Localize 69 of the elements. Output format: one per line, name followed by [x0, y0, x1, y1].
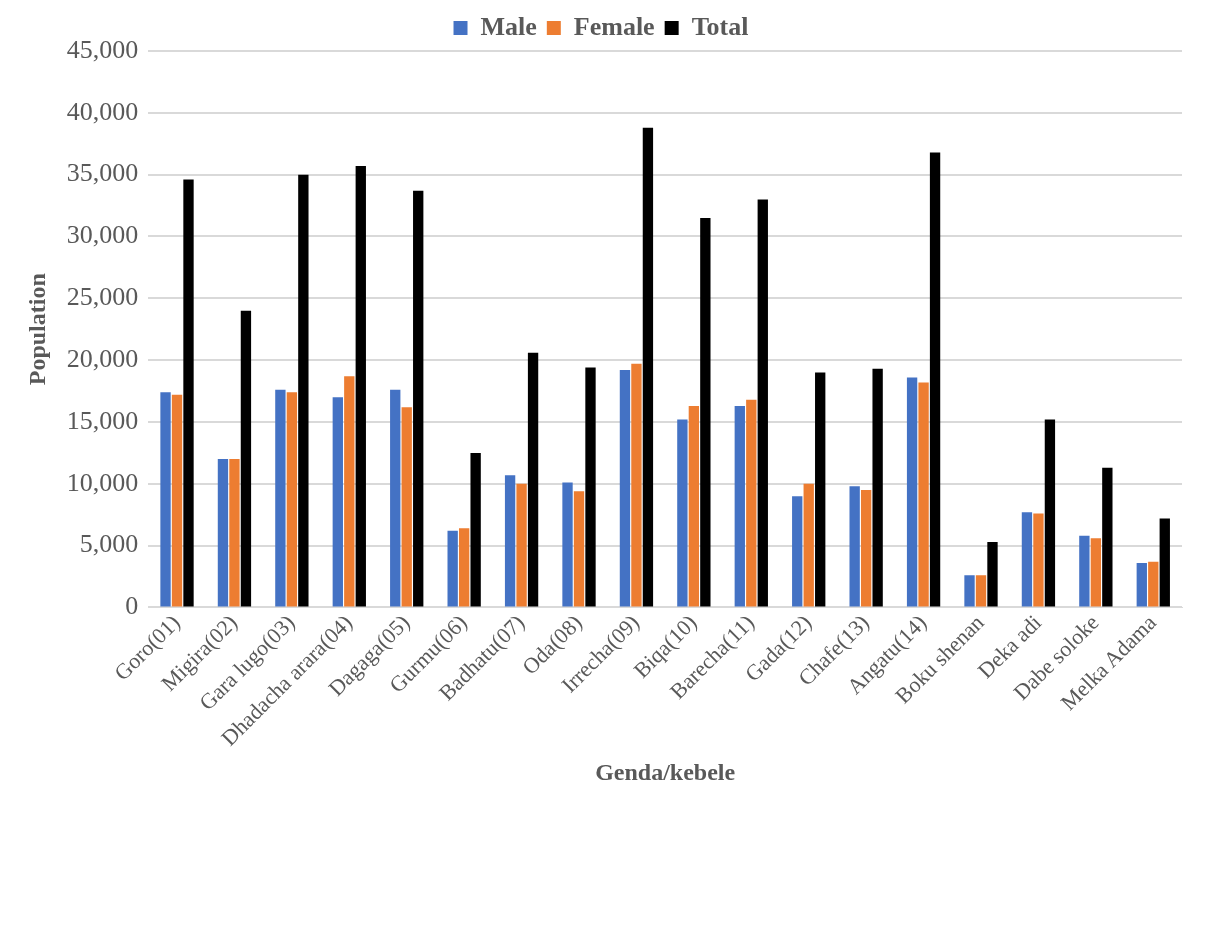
bar — [1102, 467, 1113, 607]
y-tick-label: 5,000 — [79, 529, 139, 559]
legend-label: Total — [691, 11, 749, 41]
bar — [562, 482, 573, 607]
bar — [332, 397, 343, 607]
bar — [619, 370, 631, 607]
y-tick-label: 40,000 — [66, 96, 139, 126]
y-tick-label: 10,000 — [66, 467, 139, 497]
y-tick-label: 25,000 — [66, 282, 139, 312]
bar — [1136, 562, 1147, 607]
bar — [1159, 518, 1170, 607]
bar — [918, 382, 929, 607]
bar — [734, 405, 745, 607]
bar — [229, 459, 240, 607]
bar — [688, 405, 700, 607]
bar — [160, 392, 171, 607]
y-tick-label: 35,000 — [66, 158, 139, 188]
y-axis-title: Population — [23, 273, 50, 386]
bar — [298, 174, 309, 607]
bar — [1079, 535, 1090, 607]
bar — [344, 376, 355, 607]
bar — [447, 530, 458, 607]
bar — [631, 363, 642, 607]
bar — [401, 407, 412, 607]
y-tick-label: 15,000 — [66, 405, 139, 435]
bar — [872, 368, 883, 607]
bar — [585, 367, 596, 607]
bar — [677, 419, 688, 607]
bar — [286, 392, 298, 607]
bar — [355, 166, 366, 607]
bar — [458, 528, 470, 607]
bar — [390, 389, 401, 607]
bar — [803, 483, 814, 607]
bar — [849, 486, 860, 607]
bar — [700, 217, 711, 607]
bar — [1090, 538, 1102, 607]
bar — [1044, 419, 1056, 607]
bar — [642, 127, 654, 607]
bar — [413, 190, 424, 607]
bar — [975, 575, 987, 607]
y-tick-label: 30,000 — [66, 220, 139, 250]
y-tick-label: 45,000 — [66, 34, 139, 64]
bar — [217, 459, 229, 607]
bar — [1021, 512, 1033, 607]
y-tick-label: 0 — [125, 591, 139, 621]
bar — [504, 475, 516, 607]
bar — [964, 575, 975, 607]
bar — [860, 489, 872, 607]
bar — [183, 179, 194, 607]
bar — [516, 483, 527, 607]
bar — [527, 352, 539, 607]
bar — [929, 152, 941, 607]
bar — [1033, 513, 1044, 607]
bar — [906, 377, 918, 607]
bar — [240, 310, 252, 607]
bar — [171, 394, 183, 607]
bar — [746, 399, 757, 607]
y-tick-label: 20,000 — [66, 343, 139, 373]
bar — [470, 452, 481, 607]
bar — [792, 496, 803, 607]
legend-label: Male — [480, 11, 537, 41]
bar — [573, 491, 585, 607]
x-axis-title: Genda/kebele — [595, 758, 736, 785]
bar — [987, 541, 998, 607]
bar — [815, 372, 826, 607]
bar — [275, 389, 286, 607]
bar — [757, 199, 768, 607]
bar — [1148, 561, 1159, 607]
legend-label: Female — [573, 11, 655, 41]
